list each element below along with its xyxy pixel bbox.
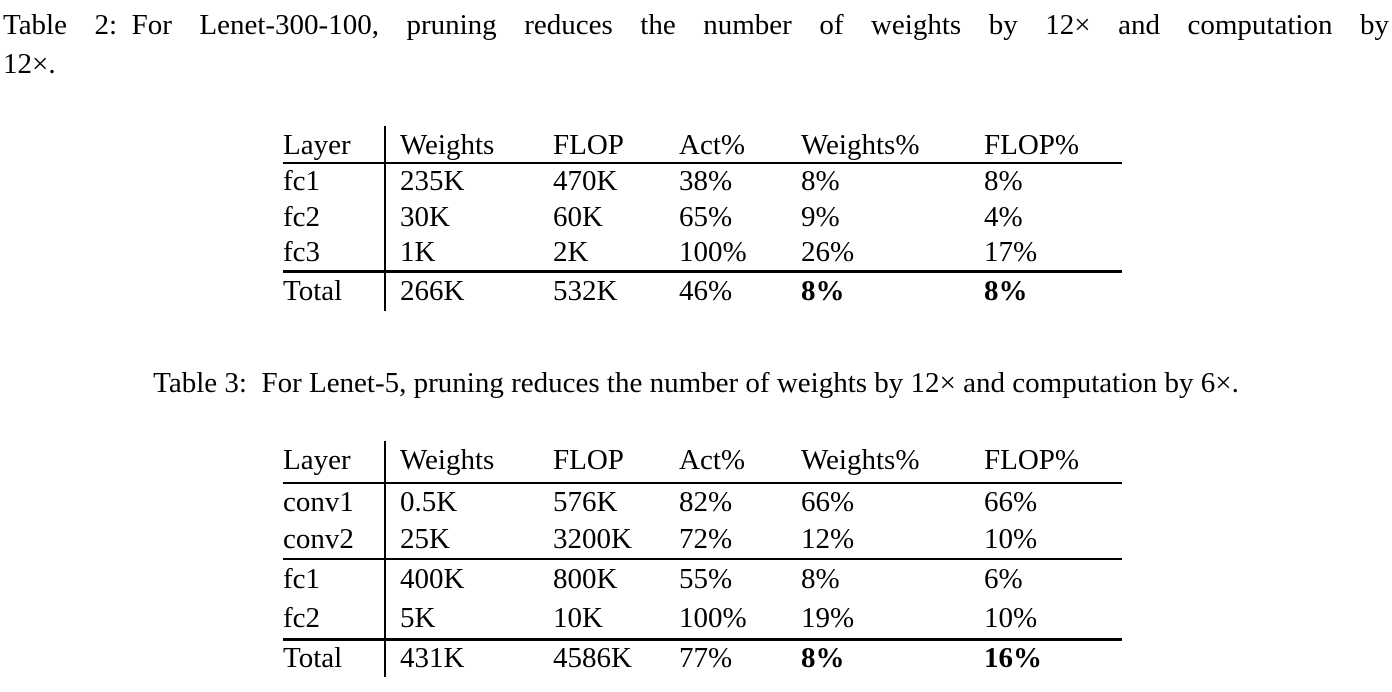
- table2-caption-line2: 12×.: [3, 48, 56, 80]
- cell-bold: 16%: [984, 637, 1122, 677]
- table3-col-weights-pct: Weights%: [801, 441, 984, 484]
- cell: 431K: [384, 637, 553, 677]
- table3-col-layer: Layer: [283, 441, 385, 484]
- cell: 100%: [679, 601, 747, 634]
- cell: 235K: [384, 163, 553, 199]
- cell: 1K: [384, 235, 553, 271]
- cell: fc1: [283, 558, 385, 599]
- cell: 38%: [679, 165, 733, 197]
- cell: 8%: [984, 165, 1023, 197]
- table3-row-conv1: conv1 0.5K 576K 82% 66% 66%: [283, 483, 1122, 521]
- table3-col-flop-pct: FLOP%: [984, 441, 1122, 484]
- cell: 12%: [801, 523, 855, 555]
- table3-row-fc1: fc1 400K 800K 55% 8% 6%: [283, 558, 1122, 599]
- cell: 65%: [679, 200, 733, 233]
- cell: 19%: [801, 601, 855, 634]
- table2-col-weights: Weights: [384, 126, 553, 164]
- cell: 72%: [679, 523, 733, 555]
- cell: fc1: [283, 165, 321, 197]
- table2-total-row: Total 266K 532K 46% 8% 8%: [283, 269, 1122, 311]
- table2-caption-line1: Table 2: For Lenet-300-100, pruning redu…: [3, 9, 1389, 41]
- table3-row-fc2: fc2 5K 10K 100% 19% 10%: [283, 599, 1122, 639]
- table2-col-flop-pct: FLOP%: [984, 126, 1122, 164]
- table2-col-weights-pct: Weights%: [801, 126, 984, 164]
- cell: Total: [283, 269, 385, 311]
- table3-row-conv2: conv2 25K 3200K 72% 12% 10%: [283, 521, 1122, 559]
- cell: Total: [283, 637, 385, 677]
- cell: 266K: [384, 269, 553, 311]
- cell: 82%: [679, 486, 733, 518]
- cell: 3200K: [553, 523, 632, 555]
- table3-total-row: Total 431K 4586K 77% 8% 16%: [283, 637, 1122, 677]
- cell: 66%: [801, 486, 855, 518]
- cell: 8%: [801, 165, 840, 197]
- table2-col-act-pct: Act%: [679, 126, 801, 164]
- cell-bold: 8%: [801, 269, 984, 311]
- table2-row-fc3: fc3 1K 2K 100% 26% 17%: [283, 235, 1122, 271]
- cell: 0.5K: [384, 483, 553, 521]
- cell: 100%: [679, 235, 747, 268]
- cell: 10%: [984, 523, 1038, 555]
- cell: 46%: [679, 269, 801, 311]
- cell: 4%: [984, 200, 1023, 233]
- cell: 800K: [553, 558, 679, 599]
- table2-header-row: Layer Weights FLOP Act% Weights% FLOP%: [283, 126, 1122, 164]
- table2-col-flop: FLOP: [553, 126, 679, 164]
- table3-lenet-5: Layer Weights FLOP Act% Weights% FLOP% c…: [283, 441, 1122, 677]
- cell: 10%: [984, 601, 1038, 634]
- cell-bold: 8%: [801, 637, 984, 677]
- table3-caption: Table 3: For Lenet-5, pruning reduces th…: [153, 367, 1239, 399]
- cell: 6%: [984, 558, 1122, 599]
- cell: 25K: [384, 521, 553, 559]
- cell: 4586K: [553, 637, 679, 677]
- table2-col-layer: Layer: [283, 126, 385, 164]
- cell: 532K: [553, 269, 679, 311]
- cell: 470K: [553, 165, 618, 197]
- cell: conv2: [283, 523, 354, 555]
- table3-header-row: Layer Weights FLOP Act% Weights% FLOP%: [283, 441, 1122, 484]
- cell: fc2: [283, 200, 321, 233]
- cell: 9%: [801, 200, 840, 233]
- table3-col-weights: Weights: [384, 441, 553, 484]
- table2-lenet-300-100: Layer Weights FLOP Act% Weights% FLOP% f…: [283, 126, 1122, 311]
- cell: 8%: [801, 558, 984, 599]
- cell: 55%: [679, 558, 801, 599]
- table2-caption: Table 2: For Lenet-300-100, pruning redu…: [3, 6, 1389, 84]
- cell: fc3: [283, 235, 321, 268]
- cell: 60K: [553, 200, 603, 233]
- cell: 30K: [384, 199, 553, 235]
- cell-bold: 8%: [984, 269, 1122, 311]
- table3-col-act-pct: Act%: [679, 441, 801, 484]
- cell: fc2: [283, 601, 321, 634]
- cell: 77%: [679, 637, 801, 677]
- cell: 576K: [553, 486, 618, 518]
- cell: 5K: [384, 599, 553, 639]
- cell: 17%: [984, 235, 1038, 268]
- cell: conv1: [283, 486, 354, 518]
- cell: 10K: [553, 601, 603, 634]
- cell: 400K: [384, 558, 553, 599]
- table2-row-fc1: fc1 235K 470K 38% 8% 8%: [283, 163, 1122, 199]
- cell: 26%: [801, 235, 855, 268]
- cell: 2K: [553, 235, 589, 268]
- table2-row-fc2: fc2 30K 60K 65% 9% 4%: [283, 199, 1122, 235]
- table3-col-flop: FLOP: [553, 441, 679, 484]
- cell: 66%: [984, 486, 1038, 518]
